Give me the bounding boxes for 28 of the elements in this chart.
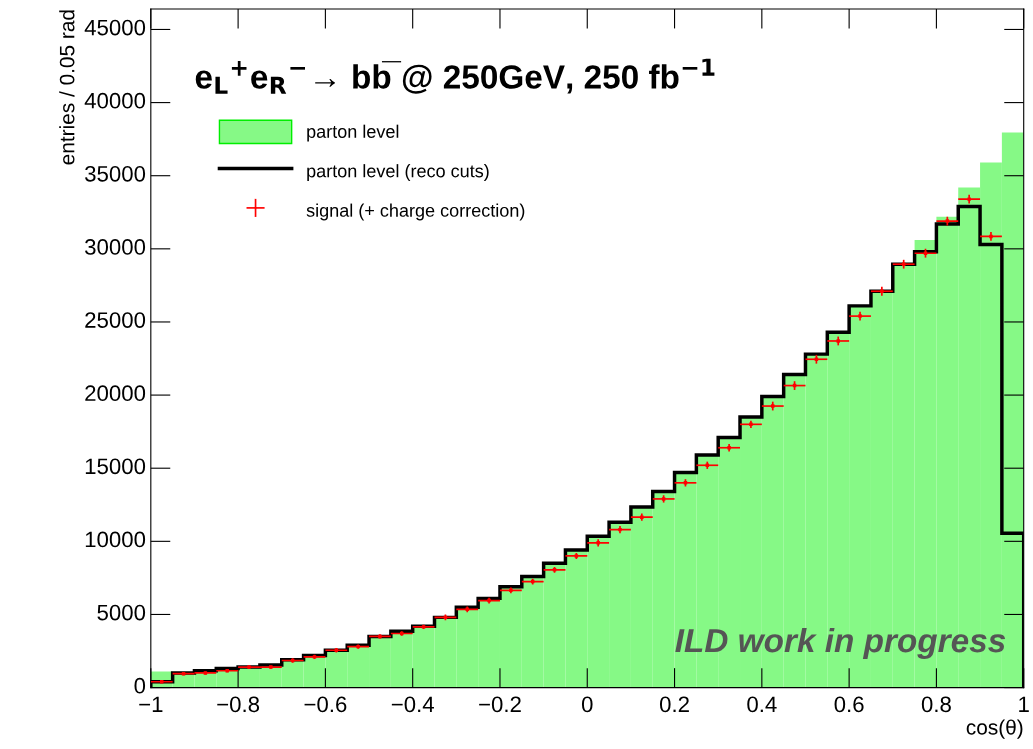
x-tick-label: 0.6	[834, 696, 864, 713]
legend-label: signal (+ charge correction)	[306, 203, 525, 221]
x-tick-label: −0.8	[217, 696, 260, 713]
x-tick-label: −1	[139, 696, 163, 713]
x-tick-label: 1	[1019, 696, 1029, 713]
x-tick-label: 0.4	[747, 696, 777, 713]
x-axis-title: cos(θ)	[966, 719, 1023, 739]
legend-label: parton level	[307, 124, 399, 142]
y-tick-label: 0	[134, 677, 146, 694]
x-tick-label: −0.2	[479, 696, 521, 713]
x-tick-label: 0.8	[921, 696, 951, 713]
x-tick-label: 0	[581, 696, 593, 713]
y-tick-label: 40000	[84, 92, 146, 109]
annotation: ILD work in progress	[675, 627, 1006, 660]
y-tick-label: 35000	[85, 165, 146, 182]
x-tick-label: −0.6	[304, 696, 347, 713]
y-tick-label: 5000	[97, 604, 146, 621]
y-tick-label: 45000	[84, 19, 146, 36]
y-tick-label: 20000	[85, 385, 146, 402]
text: e$_{L}$$^{+}$e$_{R}$$^{−}$→ bb̅ @ 250GeV, 250 fb$^{−1}$	[195, 58, 715, 94]
x-tick-label: −0.4	[391, 696, 434, 713]
y-axis-title: entries / 0.05 rad	[59, 10, 75, 165]
y-tick-label: 25000	[85, 312, 146, 328]
legend-label: parton level (reco cuts)	[307, 164, 489, 181]
x-tick-label: 0.2	[659, 696, 689, 713]
y-tick-label: 30000	[85, 239, 146, 255]
y-tick-label: 15000	[85, 458, 146, 475]
y-tick-label: 10000	[85, 531, 146, 548]
